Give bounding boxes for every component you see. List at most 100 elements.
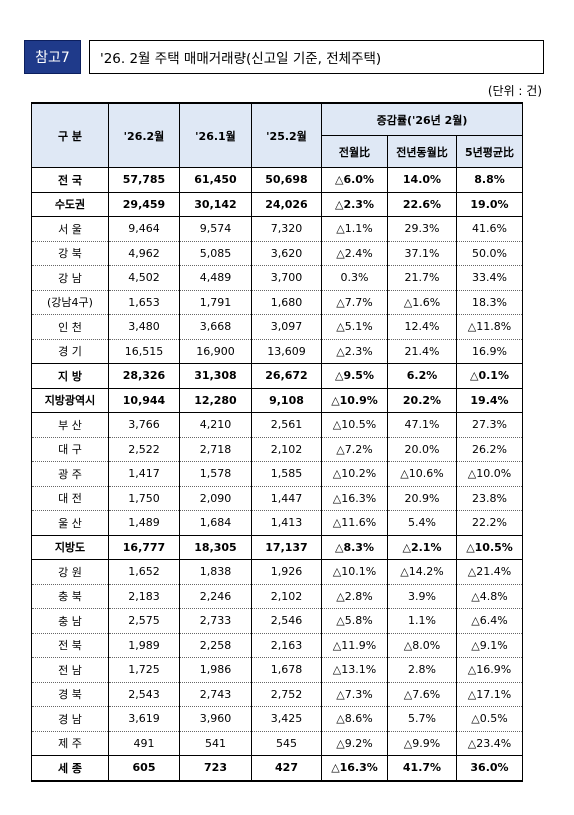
cell-c2: 9,574 [179,216,252,242]
cell-ch1: △2.8% [321,584,388,609]
cell-c2: 1,838 [179,559,252,585]
cell-c3: 7,320 [251,216,322,242]
cell-ch2: 21.4% [387,339,457,364]
cell-ch1: △16.3% [321,755,388,782]
cell-ch1: △10.2% [321,461,388,487]
cell-ch2: 20.9% [387,486,457,511]
cell-ch1: △16.3% [321,486,388,511]
cell-c3: 50,698 [251,167,322,193]
cell-ch1: △9.5% [321,363,388,389]
header-change-group: 증감률('26년 2월) [321,102,523,136]
table-row: 경 기 16,515 16,900 13,609 △2.3% 21.4% 16.9% [31,339,523,364]
cell-c3: 1,413 [251,510,322,536]
cell-ch2: △8.0% [387,633,457,658]
cell-c3: 13,609 [251,339,322,364]
cell-ch2: 5.4% [387,510,457,536]
cell-ch2: 1.1% [387,608,457,634]
cell-ch3: 50.0% [456,241,523,266]
cell-ch3: 16.9% [456,339,523,364]
cell-region: 지방광역시 [31,388,109,413]
table-row: 인 천 3,480 3,668 3,097 △5.1% 12.4% △11.8% [31,314,523,340]
cell-c1: 605 [108,755,180,782]
table-row: 광 주 1,417 1,578 1,585 △10.2% △10.6% △10.0% [31,461,523,487]
cell-c2: 1,791 [179,290,252,315]
cell-ch3: △17.1% [456,682,523,707]
cell-region: 강 북 [31,241,109,266]
cell-c1: 3,766 [108,412,180,438]
cell-region: 지방도 [31,535,109,560]
cell-region: 경 기 [31,339,109,364]
header-c2: '26.1월 [179,102,252,168]
cell-ch1: △5.1% [321,314,388,340]
table-row: 제 주 491 541 545 △9.2% △9.9% △23.4% [31,731,523,756]
cell-ch2: 6.2% [387,363,457,389]
cell-ch1: △2.3% [321,192,388,217]
cell-c3: 3,620 [251,241,322,266]
table-row: 수도권 29,459 30,142 24,026 △2.3% 22.6% 19.0% [31,192,523,217]
cell-ch1: 0.3% [321,265,388,291]
table-row: 세 종 605 723 427 △16.3% 41.7% 36.0% [31,755,523,782]
cell-c1: 16,515 [108,339,180,364]
cell-ch3: △23.4% [456,731,523,756]
cell-c1: 3,619 [108,706,180,732]
table-row: 지방도 16,777 18,305 17,137 △8.3% △2.1% △10.5% [31,535,523,560]
table-row: (강남4구) 1,653 1,791 1,680 △7.7% △1.6% 18.3% [31,290,523,315]
table-row: 경 남 3,619 3,960 3,425 △8.6% 5.7% △0.5% [31,706,523,732]
cell-c2: 2,733 [179,608,252,634]
cell-c2: 2,090 [179,486,252,511]
header-ch1: 전월比 [321,135,388,168]
cell-c3: 2,752 [251,682,322,707]
cell-c2: 18,305 [179,535,252,560]
cell-c1: 29,459 [108,192,180,217]
cell-ch3: △4.8% [456,584,523,609]
cell-c1: 1,653 [108,290,180,315]
cell-region: 광 주 [31,461,109,487]
cell-c1: 4,962 [108,241,180,266]
cell-ch3: 26.2% [456,437,523,462]
cell-c3: 3,425 [251,706,322,732]
cell-c3: 1,926 [251,559,322,585]
transaction-table: 구 분 '26.2월 '26.1월 '25.2월 증감률('26년 2월) 전월… [31,102,523,782]
cell-c2: 30,142 [179,192,252,217]
cell-region: 경 북 [31,682,109,707]
header-c3: '25.2월 [251,102,322,168]
cell-c3: 2,546 [251,608,322,634]
cell-ch3: △16.9% [456,657,523,683]
cell-region: 제 주 [31,731,109,756]
cell-ch3: 18.3% [456,290,523,315]
cell-c1: 3,480 [108,314,180,340]
cell-c3: 1,447 [251,486,322,511]
cell-ch2: 22.6% [387,192,457,217]
cell-ch3: 41.6% [456,216,523,242]
cell-c2: 723 [179,755,252,782]
cell-ch1: △9.2% [321,731,388,756]
cell-c1: 2,522 [108,437,180,462]
table-row: 울 산 1,489 1,684 1,413 △11.6% 5.4% 22.2% [31,510,523,536]
cell-c1: 1,489 [108,510,180,536]
cell-c2: 4,210 [179,412,252,438]
table-row: 경 북 2,543 2,743 2,752 △7.3% △7.6% △17.1% [31,682,523,707]
cell-c2: 31,308 [179,363,252,389]
cell-c1: 1,652 [108,559,180,585]
cell-ch2: △10.6% [387,461,457,487]
cell-ch3: 23.8% [456,486,523,511]
cell-region: 서 울 [31,216,109,242]
cell-ch2: 5.7% [387,706,457,732]
cell-ch1: △1.1% [321,216,388,242]
cell-region: 전 북 [31,633,109,658]
cell-region: 경 남 [31,706,109,732]
cell-c2: 541 [179,731,252,756]
table-row: 지방광역시 10,944 12,280 9,108 △10.9% 20.2% 19.4% [31,388,523,413]
cell-c1: 9,464 [108,216,180,242]
cell-c2: 61,450 [179,167,252,193]
cell-ch2: 2.8% [387,657,457,683]
cell-c1: 2,543 [108,682,180,707]
cell-c3: 9,108 [251,388,322,413]
cell-c3: 3,700 [251,265,322,291]
cell-ch3: △21.4% [456,559,523,585]
cell-c2: 3,668 [179,314,252,340]
cell-c2: 5,085 [179,241,252,266]
cell-ch2: 47.1% [387,412,457,438]
table-row: 충 남 2,575 2,733 2,546 △5.8% 1.1% △6.4% [31,608,523,634]
cell-ch3: 8.8% [456,167,523,193]
